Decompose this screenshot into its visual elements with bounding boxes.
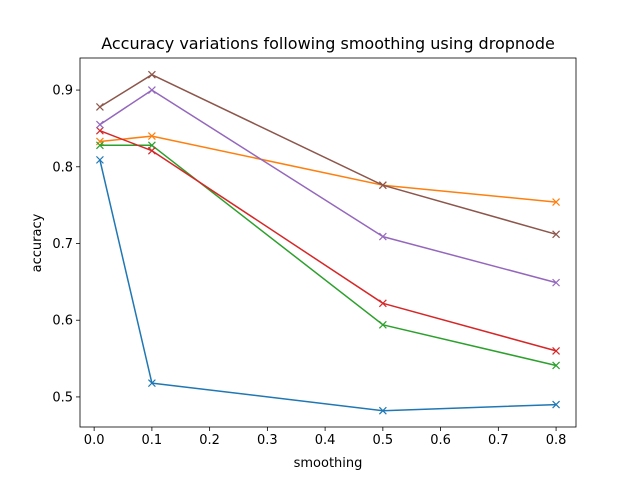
data-point-5-3: [378, 232, 387, 241]
data-point-3-3: [378, 320, 387, 329]
data-point-6-4: [552, 230, 561, 239]
data-point-2-4: [552, 198, 561, 206]
data-point-1-4: [552, 400, 561, 409]
data-point-6-1: [95, 103, 104, 111]
axes-frame: [79, 57, 577, 428]
data-point-4-1: [95, 126, 104, 135]
series-line-5: [99, 89, 557, 284]
x-tick-label: 0.2: [199, 433, 220, 448]
chart-title: Accuracy variations following smoothing …: [101, 34, 555, 53]
data-point-2-2: [147, 132, 156, 141]
x-tick-label: 0.7: [488, 433, 509, 448]
data-point-6-2: [147, 70, 156, 79]
data-point-4-2: [147, 146, 156, 155]
x-tick-label: 0.0: [84, 433, 105, 448]
data-point-3-1: [95, 141, 104, 150]
y-tick-label: 0.5: [52, 390, 73, 405]
plot-area: 0.0 0.1 0.2 0.3 0.4 0.5 0.6 0.7 0.8 0.5 0.6 0.7 0.8 0…: [52, 57, 577, 448]
y-tick-label: 0.7: [52, 237, 73, 252]
x-tick-label: 0.6: [430, 433, 451, 448]
series-line-2: [99, 135, 557, 203]
series-line-3: [99, 144, 557, 367]
series-line-1: [99, 159, 557, 412]
series-line-4: [99, 129, 557, 352]
data-point-1-3: [378, 406, 387, 415]
x-tick-label: 0.1: [142, 433, 163, 448]
data-point-1-1: [95, 155, 104, 164]
x-tick-label: 0.3: [257, 433, 278, 448]
series-line-6: [99, 73, 557, 236]
y-tick-label: 0.6: [52, 314, 73, 329]
x-axis-label: smoothing: [294, 456, 363, 471]
x-tick-label: 0.8: [546, 433, 567, 448]
x-tick-label: 0.4: [315, 433, 336, 448]
data-point-4-4: [552, 346, 561, 355]
y-tick-label: 0.8: [52, 160, 73, 175]
y-tick-label: 0.9: [52, 84, 73, 99]
data-point-1-2: [147, 379, 156, 388]
data-point-6-3: [378, 181, 387, 190]
data-point-5-1: [95, 120, 104, 129]
y-axis-label: accuracy: [30, 213, 45, 272]
data-point-4-3: [378, 299, 387, 308]
data-point-5-4: [552, 278, 561, 287]
data-point-5-2: [147, 86, 156, 94]
x-tick-label: 0.5: [373, 433, 394, 448]
data-point-3-4: [552, 361, 561, 370]
